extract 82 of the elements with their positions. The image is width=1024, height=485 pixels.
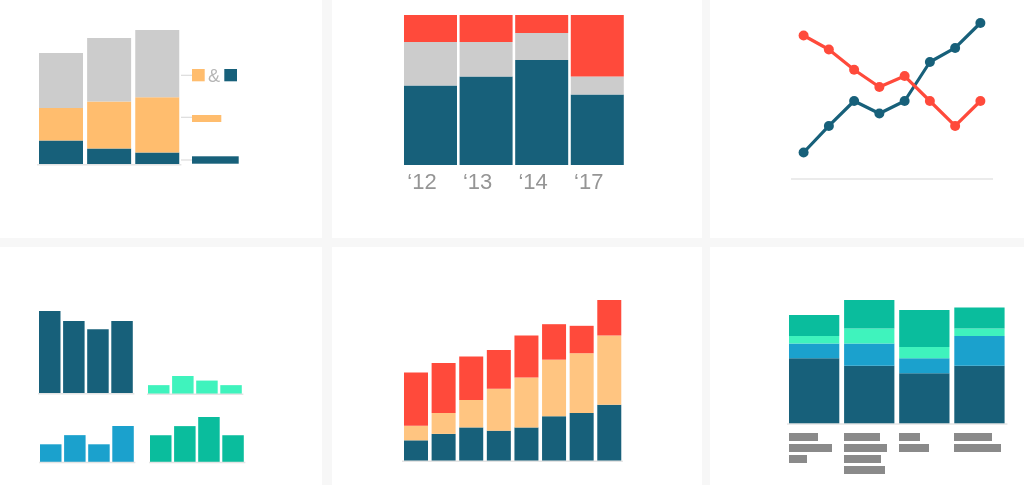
bar xyxy=(953,336,1005,367)
bar xyxy=(135,97,180,153)
bar xyxy=(542,359,567,416)
point xyxy=(899,96,910,107)
point xyxy=(798,147,809,158)
point xyxy=(949,43,960,54)
bar xyxy=(843,328,894,344)
point xyxy=(823,44,834,55)
point xyxy=(924,96,935,107)
bar xyxy=(953,328,1005,337)
bar xyxy=(39,53,84,109)
bar xyxy=(487,349,512,389)
bar xyxy=(542,323,567,360)
bar xyxy=(898,358,950,374)
bar xyxy=(898,310,950,348)
point xyxy=(848,65,859,76)
bar xyxy=(487,388,512,431)
bar xyxy=(404,372,429,426)
bar xyxy=(403,15,457,42)
bar xyxy=(597,299,622,336)
point xyxy=(848,96,859,107)
point xyxy=(924,57,935,68)
bar xyxy=(459,42,513,77)
point xyxy=(949,121,960,132)
bar xyxy=(788,343,839,359)
bar xyxy=(87,148,132,165)
bar xyxy=(953,366,1005,425)
text: & xyxy=(208,65,221,86)
point xyxy=(975,96,986,107)
bar xyxy=(569,352,594,413)
bar xyxy=(459,356,484,400)
bar xyxy=(569,412,594,461)
x-tick-label: ‘17 xyxy=(573,168,604,194)
bar xyxy=(788,358,839,425)
bar xyxy=(87,101,132,149)
point xyxy=(823,121,834,132)
bar xyxy=(403,85,457,165)
x-tick-label: ‘14 xyxy=(518,168,548,194)
bar xyxy=(597,335,622,405)
bar xyxy=(404,440,429,461)
bar xyxy=(953,307,1005,329)
point xyxy=(798,30,809,41)
bar xyxy=(898,347,950,359)
bar xyxy=(514,33,568,60)
bar xyxy=(788,336,839,344)
bar xyxy=(514,60,568,165)
bar xyxy=(597,404,622,461)
bar xyxy=(514,427,539,461)
bar xyxy=(459,427,484,461)
bar xyxy=(514,377,539,428)
bar xyxy=(39,108,84,141)
x-tick-label: ‘13 xyxy=(462,168,492,194)
bar xyxy=(898,373,950,425)
bar xyxy=(843,300,894,329)
bar xyxy=(459,399,484,428)
bar xyxy=(570,15,624,77)
bar xyxy=(431,412,456,434)
bar xyxy=(569,325,594,353)
bar xyxy=(459,15,513,42)
bar xyxy=(135,152,180,165)
bar xyxy=(843,366,894,425)
bar xyxy=(487,430,512,461)
point xyxy=(874,82,885,93)
point xyxy=(874,108,885,119)
bar xyxy=(431,433,456,461)
bar xyxy=(788,315,839,337)
bar xyxy=(570,94,624,165)
bar xyxy=(135,30,180,98)
bar xyxy=(514,15,568,33)
bar xyxy=(542,415,567,461)
bar xyxy=(403,42,457,86)
point xyxy=(975,18,986,29)
x-tick-label: ‘12 xyxy=(406,168,437,194)
bar xyxy=(570,76,624,95)
bar xyxy=(404,425,429,441)
bar xyxy=(39,140,84,165)
point xyxy=(899,71,910,82)
bar xyxy=(843,343,894,367)
bar xyxy=(514,335,539,378)
bar xyxy=(87,38,132,102)
bar xyxy=(459,76,513,165)
bar xyxy=(431,362,456,413)
